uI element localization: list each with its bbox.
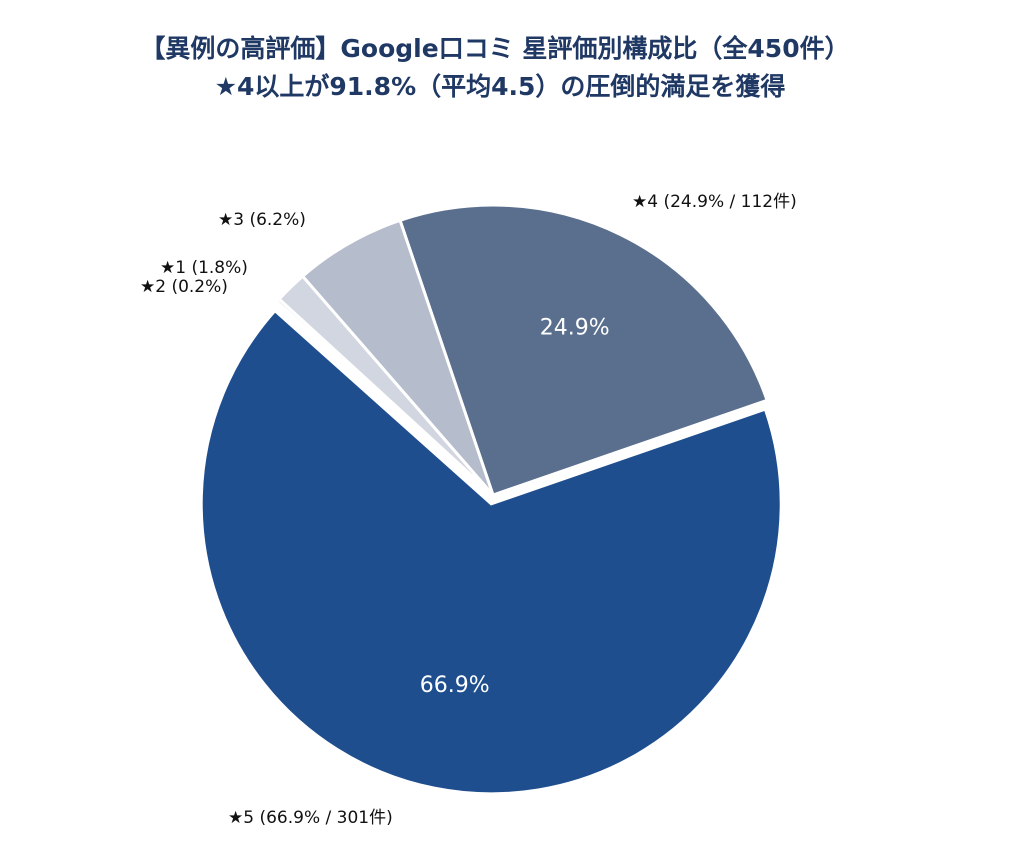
slice-label: ★4 (24.9% / 112件) xyxy=(632,192,797,212)
chart-subtitle: ★4以上が91.8%（平均4.5）の圧倒的満足を獲得 xyxy=(215,72,786,101)
slice-label: ★5 (66.9% / 301件) xyxy=(228,808,393,828)
pie-slice xyxy=(199,308,783,796)
slice-value-label: 66.9% xyxy=(420,673,490,698)
slice-label: ★3 (6.2%) xyxy=(218,210,306,230)
pie-slice xyxy=(398,203,770,497)
chart-title: 【異例の高評価】Google口コミ 星評価別構成比（全450件） xyxy=(140,34,849,63)
slice-label: ★2 (0.2%) xyxy=(140,277,228,297)
slice-value-label: 24.9% xyxy=(540,315,610,340)
slice-label: ★1 (1.8%) xyxy=(160,258,248,278)
pie-slice xyxy=(300,218,495,496)
